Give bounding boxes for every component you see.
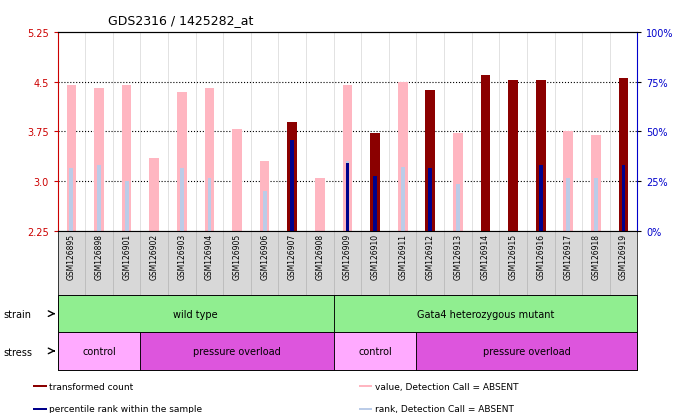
Bar [58, 295, 334, 332]
Text: strain: strain [3, 310, 31, 320]
Text: GSM126916: GSM126916 [536, 233, 545, 279]
Bar [619, 79, 629, 231]
Bar [401, 167, 405, 231]
Bar [346, 163, 349, 231]
Bar [539, 165, 542, 231]
Text: transformed count: transformed count [49, 382, 134, 391]
Bar [426, 90, 435, 231]
Text: control: control [82, 346, 116, 356]
Text: pressure overload: pressure overload [483, 346, 571, 356]
Bar [511, 169, 515, 231]
Text: GSM126910: GSM126910 [371, 233, 380, 279]
Bar [290, 141, 294, 231]
Bar [563, 132, 573, 231]
Bar [140, 332, 334, 370]
Text: GSM126898: GSM126898 [94, 233, 104, 279]
Text: GSM126913: GSM126913 [454, 233, 462, 279]
Bar [287, 122, 297, 231]
Bar [508, 81, 518, 231]
Bar [370, 134, 380, 231]
Text: GDS2316 / 1425282_at: GDS2316 / 1425282_at [108, 14, 254, 27]
Bar [334, 332, 416, 370]
Bar [536, 81, 546, 231]
Text: GSM126905: GSM126905 [233, 233, 241, 279]
Bar [149, 159, 159, 231]
Text: GSM126901: GSM126901 [122, 233, 131, 279]
Text: GSM126909: GSM126909 [343, 233, 352, 279]
Text: GSM126918: GSM126918 [591, 233, 601, 279]
Bar [483, 167, 487, 231]
Bar [481, 76, 490, 231]
Bar [359, 385, 372, 387]
Text: GSM126895: GSM126895 [67, 233, 76, 279]
Bar [334, 295, 637, 332]
Bar [346, 162, 349, 231]
Bar [373, 176, 377, 231]
Bar [125, 182, 129, 231]
Bar [263, 192, 266, 231]
Bar [508, 81, 518, 231]
Text: GSM126904: GSM126904 [205, 233, 214, 279]
Text: percentile rank within the sample: percentile rank within the sample [49, 404, 203, 413]
Text: stress: stress [3, 347, 33, 357]
Bar [591, 135, 601, 231]
Bar [359, 408, 372, 410]
Text: wild type: wild type [174, 309, 218, 319]
Text: GSM126906: GSM126906 [260, 233, 269, 279]
Text: GSM126911: GSM126911 [398, 233, 407, 279]
Bar [342, 86, 353, 231]
Bar [70, 169, 73, 231]
Bar [205, 89, 214, 231]
Bar [33, 385, 47, 387]
Bar [370, 134, 380, 231]
Bar [594, 178, 598, 231]
Bar [428, 167, 432, 231]
Text: GSM126914: GSM126914 [481, 233, 490, 279]
Bar [315, 178, 325, 231]
Text: GSM126915: GSM126915 [508, 233, 517, 279]
Text: Gata4 heterozygous mutant: Gata4 heterozygous mutant [417, 309, 554, 319]
Bar [619, 79, 629, 231]
Bar [33, 408, 47, 410]
Text: GSM126919: GSM126919 [619, 233, 628, 279]
Text: GSM126902: GSM126902 [150, 233, 159, 279]
Text: GSM126908: GSM126908 [315, 233, 324, 279]
Bar [122, 86, 132, 231]
Text: GSM126907: GSM126907 [287, 233, 297, 279]
Text: value, Detection Call = ABSENT: value, Detection Call = ABSENT [375, 382, 519, 391]
Bar [622, 165, 625, 231]
Bar [58, 332, 140, 370]
Text: pressure overload: pressure overload [193, 346, 281, 356]
Bar [536, 81, 546, 231]
Bar [260, 162, 269, 231]
Bar [290, 205, 294, 231]
Bar [207, 178, 212, 231]
Text: GSM126903: GSM126903 [178, 233, 186, 279]
Bar [426, 90, 435, 231]
Text: rank, Detection Call = ABSENT: rank, Detection Call = ABSENT [375, 404, 514, 413]
Bar [97, 165, 101, 231]
Bar [622, 163, 625, 231]
Bar [233, 130, 242, 231]
Bar [453, 134, 462, 231]
Text: GSM126912: GSM126912 [426, 233, 435, 279]
Bar [177, 93, 186, 231]
Bar [398, 83, 407, 231]
Bar [66, 86, 76, 231]
Text: control: control [358, 346, 392, 356]
Bar [416, 332, 637, 370]
Bar [287, 122, 297, 231]
Bar [456, 185, 460, 231]
Bar [481, 76, 490, 231]
Bar [428, 169, 432, 231]
Bar [566, 178, 570, 231]
Bar [94, 89, 104, 231]
Text: GSM126917: GSM126917 [564, 233, 573, 279]
Bar [180, 169, 184, 231]
